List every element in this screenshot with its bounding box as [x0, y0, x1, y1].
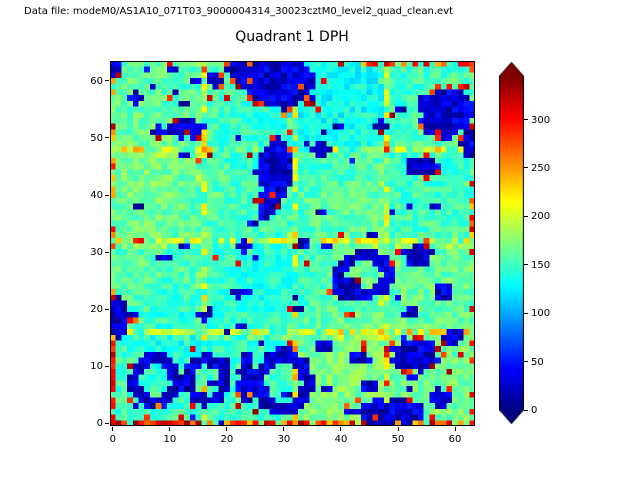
x-tick-60 — [454, 427, 456, 431]
x-tick-20 — [226, 427, 228, 431]
colorbar-tick-300 — [524, 119, 528, 121]
colorbar-tick-50 — [524, 361, 528, 363]
y-tick-label-30: 30 — [90, 247, 103, 259]
y-tick-50 — [105, 137, 109, 139]
colorbar-tick-150 — [524, 264, 528, 266]
x-tick-40 — [340, 427, 342, 431]
heatmap-canvas — [110, 61, 475, 426]
x-tick-label-50: 50 — [391, 434, 405, 445]
colorbar-tick-250 — [524, 167, 528, 169]
y-tick-label-20: 20 — [90, 304, 103, 316]
colorbar-tick-label-200: 200 — [531, 211, 551, 223]
x-tick-label-0: 0 — [109, 434, 117, 445]
colorbar-tick-label-300: 300 — [531, 114, 551, 126]
y-tick-10 — [105, 365, 109, 367]
colorbar-tick-100 — [524, 312, 528, 314]
x-tick-50 — [397, 427, 399, 431]
x-tick-30 — [283, 427, 285, 431]
x-tick-label-10: 10 — [163, 434, 177, 445]
x-tick-label-40: 40 — [334, 434, 348, 445]
colorbar-tick-0 — [524, 409, 528, 411]
datafile-label: Data file: modeM0/AS1A10_071T03_90000043… — [24, 6, 454, 17]
chart-title: Quadrant 1 DPH — [235, 29, 349, 45]
y-tick-30 — [105, 251, 109, 253]
colorbar-tick-label-250: 250 — [531, 162, 551, 174]
colorbar-tick-200 — [524, 215, 528, 217]
y-tick-40 — [105, 194, 109, 196]
x-tick-label-30: 30 — [277, 434, 291, 445]
colorbar-tick-label-100: 100 — [531, 308, 551, 320]
x-tick-10 — [169, 427, 171, 431]
x-tick-label-20: 20 — [220, 434, 234, 445]
y-tick-label-40: 40 — [90, 190, 103, 202]
y-tick-0 — [105, 422, 109, 424]
y-tick-label-60: 60 — [90, 75, 103, 87]
colorbar-tick-label-50: 50 — [531, 356, 544, 368]
y-tick-60 — [105, 80, 109, 82]
y-tick-label-10: 10 — [90, 361, 103, 373]
y-tick-20 — [105, 308, 109, 310]
x-tick-label-60: 60 — [448, 434, 462, 445]
colorbar-tick-label-150: 150 — [531, 259, 551, 271]
colorbar-tick-label-0: 0 — [531, 405, 538, 416]
y-tick-label-50: 50 — [90, 132, 103, 144]
x-tick-0 — [112, 427, 114, 431]
y-tick-label-0: 0 — [96, 418, 103, 430]
colorbar-canvas — [499, 62, 524, 424]
